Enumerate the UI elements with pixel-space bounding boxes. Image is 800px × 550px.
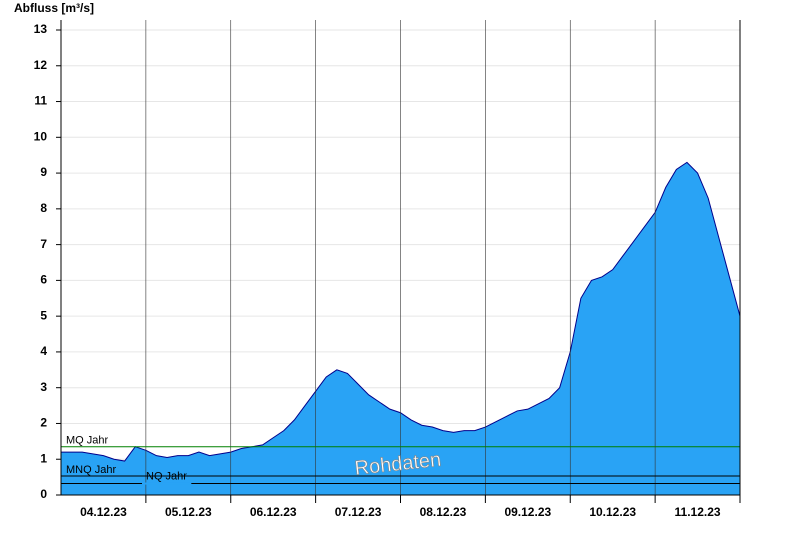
reference-label: MQ Jahr — [66, 435, 109, 447]
y-tick-label: 5 — [40, 308, 47, 322]
y-tick-label: 11 — [34, 94, 47, 108]
x-tick-label: 07.12.23 — [335, 505, 382, 519]
y-axis-label: Abfluss [m³/s] — [14, 1, 94, 15]
y-tick-label: 0 — [40, 487, 47, 501]
y-tick-label: 13 — [34, 22, 48, 36]
label-bg — [142, 482, 192, 485]
reference-label: NQ Jahr — [146, 470, 187, 482]
y-tick-label: 2 — [40, 416, 47, 430]
y-tick-label: 4 — [40, 344, 47, 358]
x-tick-label: 08.12.23 — [420, 505, 467, 519]
y-tick-label: 12 — [34, 58, 48, 72]
y-tick-label: 9 — [40, 165, 47, 179]
x-tick-label: 06.12.23 — [250, 505, 297, 519]
y-tick-label: 8 — [40, 201, 47, 215]
y-tick-label: 3 — [40, 380, 47, 394]
x-tick-label: 05.12.23 — [165, 505, 212, 519]
x-tick-label: 11.12.23 — [675, 505, 721, 519]
x-tick-label: 04.12.23 — [80, 505, 127, 519]
y-tick-label: 7 — [40, 237, 47, 251]
y-tick-label: 6 — [40, 273, 47, 287]
x-tick-label: 09.12.23 — [504, 505, 551, 519]
y-tick-label: 10 — [34, 129, 48, 143]
x-tick-label: 10.12.23 — [589, 505, 636, 519]
reference-label: MNQ Jahr — [66, 464, 116, 476]
y-tick-label: 1 — [40, 451, 47, 465]
